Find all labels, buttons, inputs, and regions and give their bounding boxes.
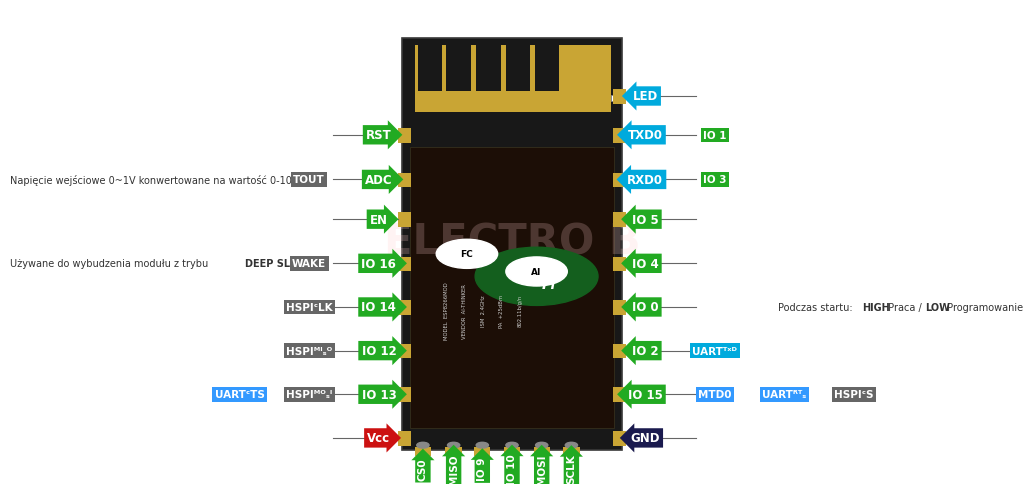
- Text: UARTᶜTS: UARTᶜTS: [215, 390, 264, 399]
- Text: LOW: LOW: [925, 302, 949, 312]
- Text: HSPIᶜLK: HSPIᶜLK: [286, 302, 333, 312]
- Circle shape: [506, 442, 518, 448]
- Text: IO 5: IO 5: [632, 213, 658, 226]
- Text: Podczas startu:: Podczas startu:: [778, 302, 856, 312]
- Text: Wi: Wi: [510, 261, 530, 275]
- Text: FC: FC: [461, 250, 473, 259]
- Text: Napięcie wejściowe 0~1V konwertowane na wartość 0-1024: Napięcie wejściowe 0~1V konwertowane na …: [10, 175, 304, 185]
- Text: IO 3: IO 3: [703, 175, 726, 185]
- FancyBboxPatch shape: [613, 388, 626, 402]
- FancyBboxPatch shape: [415, 447, 431, 456]
- FancyBboxPatch shape: [474, 447, 490, 456]
- Text: Używane do wybudzenia modułu z trybu: Używane do wybudzenia modułu z trybu: [10, 259, 212, 269]
- Text: IO 2: IO 2: [632, 345, 658, 357]
- Text: HSPIᴹᴼₛᴵ: HSPIᴹᴼₛᴵ: [286, 390, 333, 399]
- Text: DEEP SLEEP: DEEP SLEEP: [245, 259, 310, 269]
- Text: IO 1: IO 1: [703, 131, 726, 140]
- FancyBboxPatch shape: [504, 447, 520, 456]
- Circle shape: [536, 442, 548, 448]
- Text: UARTᵀˣᴰ: UARTᵀˣᴰ: [692, 346, 737, 356]
- Text: ADC: ADC: [366, 174, 392, 186]
- Text: IO 16: IO 16: [361, 257, 396, 270]
- Text: WAKE: WAKE: [292, 259, 327, 269]
- FancyBboxPatch shape: [613, 431, 626, 446]
- Text: IO 9: IO 9: [477, 457, 487, 480]
- Circle shape: [436, 240, 498, 269]
- Text: GND: GND: [631, 432, 659, 444]
- Text: IO 10: IO 10: [507, 453, 517, 484]
- FancyBboxPatch shape: [415, 112, 611, 121]
- FancyBboxPatch shape: [535, 46, 559, 92]
- FancyBboxPatch shape: [613, 301, 626, 315]
- Text: TXD0: TXD0: [628, 129, 663, 142]
- FancyBboxPatch shape: [415, 46, 611, 121]
- FancyBboxPatch shape: [398, 388, 411, 402]
- FancyBboxPatch shape: [398, 431, 411, 446]
- Circle shape: [417, 442, 429, 448]
- Text: EN: EN: [370, 213, 388, 226]
- FancyBboxPatch shape: [534, 447, 550, 456]
- Text: IO 15: IO 15: [628, 388, 663, 401]
- Text: IO 12: IO 12: [361, 345, 396, 357]
- Text: IO 14: IO 14: [361, 301, 396, 314]
- FancyBboxPatch shape: [398, 173, 411, 188]
- Text: Programowanie: Programowanie: [944, 302, 1023, 312]
- Text: 802.11b/g/n: 802.11b/g/n: [518, 294, 522, 327]
- Text: SCLK: SCLK: [566, 454, 577, 484]
- Text: RXD0: RXD0: [627, 174, 664, 186]
- FancyBboxPatch shape: [506, 46, 530, 92]
- Text: PA  +25dBm: PA +25dBm: [500, 294, 504, 327]
- FancyBboxPatch shape: [398, 213, 411, 227]
- FancyBboxPatch shape: [398, 301, 411, 315]
- Text: IO 13: IO 13: [361, 388, 396, 401]
- FancyBboxPatch shape: [613, 257, 626, 272]
- FancyBboxPatch shape: [446, 46, 471, 92]
- Text: Fi: Fi: [542, 277, 556, 291]
- FancyBboxPatch shape: [613, 129, 626, 143]
- FancyBboxPatch shape: [398, 344, 411, 359]
- Text: MODEL  ESP8266MOD: MODEL ESP8266MOD: [444, 282, 449, 339]
- Text: CS0: CS0: [418, 457, 428, 480]
- FancyBboxPatch shape: [613, 173, 626, 188]
- FancyBboxPatch shape: [611, 96, 620, 102]
- Text: AI: AI: [531, 268, 542, 276]
- FancyBboxPatch shape: [613, 344, 626, 359]
- Text: IO 4: IO 4: [632, 257, 658, 270]
- Text: RST: RST: [366, 129, 392, 142]
- Text: ELECTRO B: ELECTRO B: [384, 221, 640, 263]
- Circle shape: [447, 442, 460, 448]
- FancyBboxPatch shape: [398, 129, 411, 143]
- FancyBboxPatch shape: [445, 447, 462, 456]
- Text: ISM  2.4GHz: ISM 2.4GHz: [481, 295, 485, 326]
- FancyBboxPatch shape: [476, 46, 501, 92]
- FancyBboxPatch shape: [563, 447, 580, 456]
- FancyBboxPatch shape: [613, 90, 626, 105]
- Text: MTD0: MTD0: [698, 390, 731, 399]
- FancyBboxPatch shape: [410, 148, 614, 428]
- Circle shape: [476, 442, 488, 448]
- Text: HIGH: HIGH: [862, 302, 890, 312]
- FancyBboxPatch shape: [613, 213, 626, 227]
- Text: HSPIᴹᴵₛᴼ: HSPIᴹᴵₛᴼ: [286, 346, 333, 356]
- Text: LED: LED: [633, 91, 657, 103]
- Text: VENDOR  AI-THINKER: VENDOR AI-THINKER: [463, 283, 467, 338]
- FancyBboxPatch shape: [418, 46, 442, 92]
- Circle shape: [506, 257, 567, 287]
- Text: Praca /: Praca /: [885, 302, 925, 312]
- Text: TOUT: TOUT: [293, 175, 326, 185]
- FancyBboxPatch shape: [398, 257, 411, 272]
- Circle shape: [475, 248, 598, 306]
- Text: Vcc: Vcc: [368, 432, 390, 444]
- Text: UARTᴿᵀₛ: UARTᴿᵀₛ: [762, 390, 807, 399]
- Text: HSPIᶜS: HSPIᶜS: [835, 390, 873, 399]
- Text: IO 0: IO 0: [632, 301, 658, 314]
- Circle shape: [565, 442, 578, 448]
- Text: MISO: MISO: [449, 454, 459, 484]
- Text: MOSI: MOSI: [537, 454, 547, 484]
- FancyBboxPatch shape: [402, 39, 622, 450]
